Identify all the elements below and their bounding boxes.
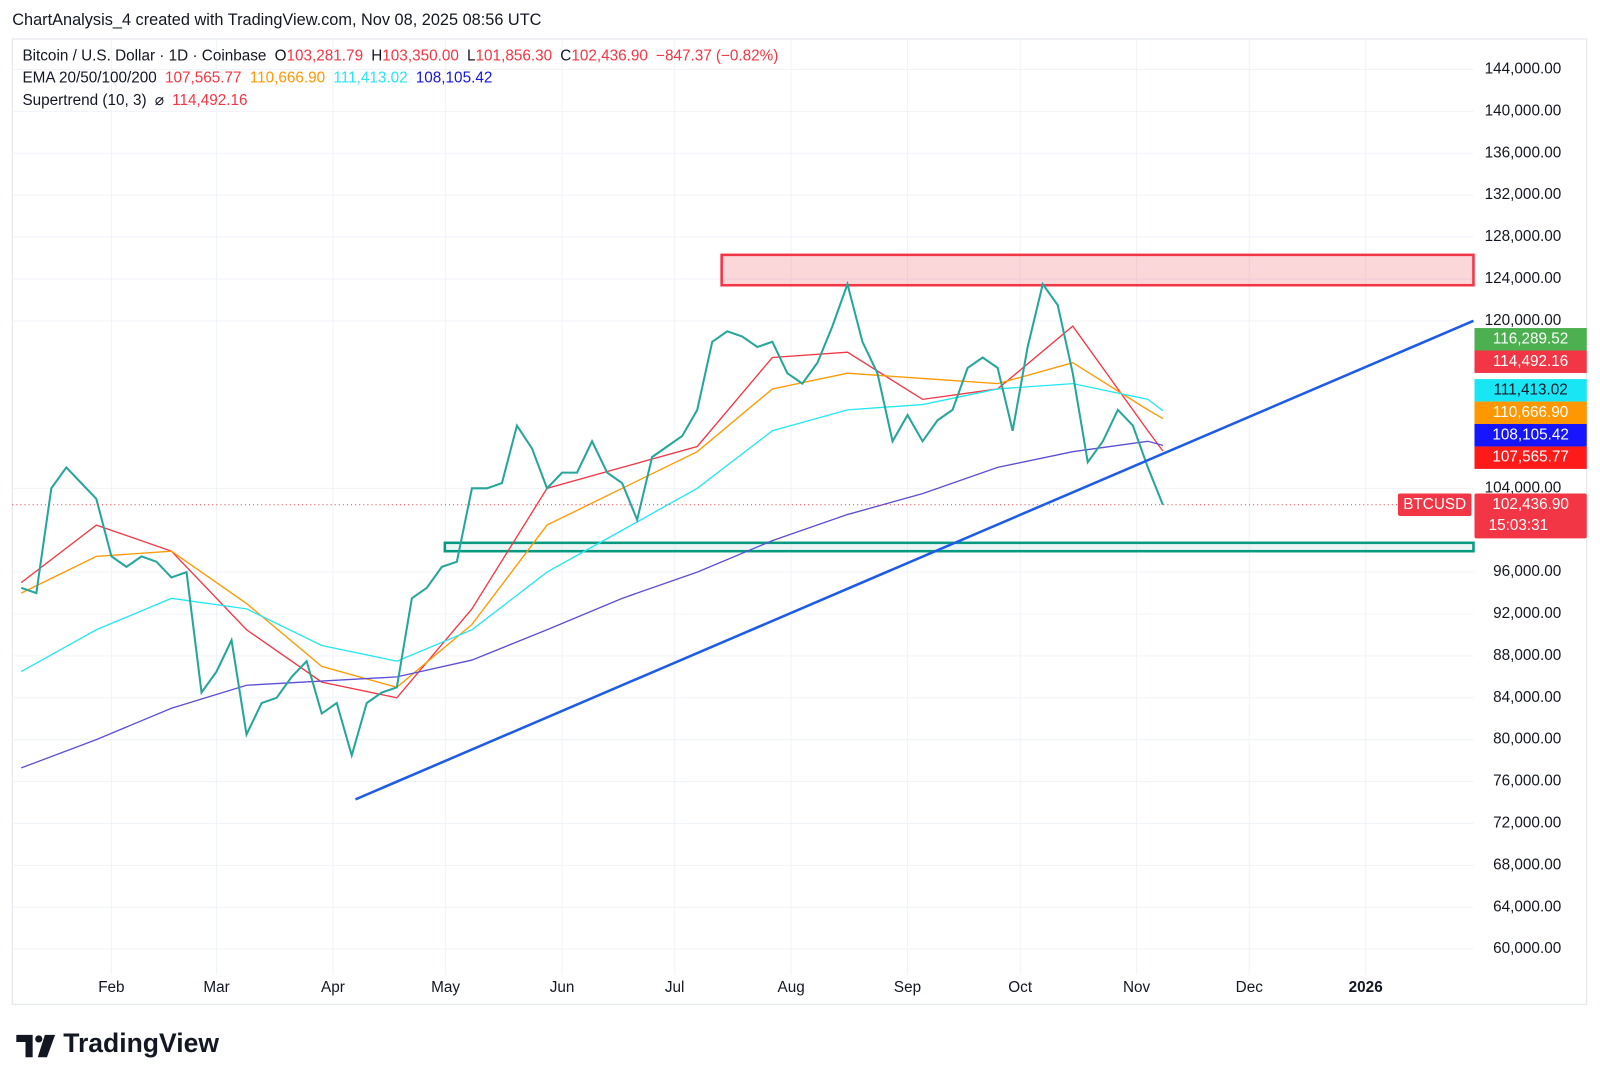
y-tick-label: 124,000.00 bbox=[1485, 270, 1562, 287]
y-tick-label: 68,000.00 bbox=[1493, 856, 1561, 873]
x-tick-label: 2026 bbox=[1349, 979, 1383, 996]
logo-mark bbox=[37, 1034, 56, 1058]
price-tag-label: 108,105.42 bbox=[1492, 426, 1569, 443]
legend-line: Bitcoin / U.S. Dollar · 1D · Coinbase O10… bbox=[22, 47, 778, 64]
y-tick-label: 84,000.00 bbox=[1493, 689, 1561, 706]
ohlc-key: O bbox=[275, 47, 287, 64]
ohlc-key: C bbox=[560, 47, 571, 64]
price-line bbox=[20, 280, 1164, 760]
x-tick-label: Mar bbox=[203, 979, 229, 996]
legend-symbol: Bitcoin / U.S. Dollar · 1D · Coinbase bbox=[22, 47, 266, 64]
ohlc-value: 101,856.30 bbox=[476, 47, 553, 64]
indicator-name: EMA 20/50/100/200 bbox=[22, 70, 156, 87]
indicator-value: 111,413.02 bbox=[333, 70, 407, 87]
price-tag bbox=[1474, 401, 1587, 425]
indicator-name: Supertrend (10, 3) bbox=[22, 92, 146, 109]
countdown-label: 15:03:31 bbox=[1489, 517, 1549, 534]
price-tag-label: 116,289.52 bbox=[1493, 330, 1568, 347]
ohlc-key: H bbox=[371, 47, 382, 64]
y-tick-label: 72,000.00 bbox=[1493, 814, 1561, 831]
resistance-zone bbox=[720, 253, 1475, 287]
ohlc-key: L bbox=[467, 47, 476, 64]
price-tag-label: 111,413.02 bbox=[1493, 381, 1567, 398]
price-tag bbox=[1474, 328, 1587, 351]
y-tick-label: 80,000.00 bbox=[1493, 731, 1561, 748]
x-tick-label: Dec bbox=[1236, 979, 1264, 996]
y-tick-label: 92,000.00 bbox=[1493, 605, 1561, 622]
brand-name: TradingView bbox=[63, 1028, 219, 1058]
y-tick-label: 96,000.00 bbox=[1493, 563, 1561, 580]
change-value: −847.37 bbox=[656, 47, 712, 64]
y-tick-label: 120,000.00 bbox=[1485, 312, 1562, 329]
x-tick-label: Feb bbox=[98, 979, 124, 996]
indicator-value: 107,565.77 bbox=[165, 70, 242, 87]
x-tick-label: May bbox=[431, 979, 460, 996]
x-tick-label: Apr bbox=[321, 979, 345, 996]
y-tick-label: 136,000.00 bbox=[1485, 144, 1562, 161]
last-price-label: 102,436.90 bbox=[1492, 496, 1569, 513]
indicator-value: 108,105.42 bbox=[416, 70, 493, 87]
price-tag-label: 110,666.90 bbox=[1493, 404, 1568, 421]
symbol-label: BTCUSD bbox=[1403, 496, 1466, 513]
ohlc-value: 103,350.00 bbox=[382, 47, 459, 64]
y-tick-label: 88,000.00 bbox=[1493, 647, 1561, 664]
header-text: ChartAnalysis_4 created with TradingView… bbox=[12, 11, 541, 29]
price-tag bbox=[1474, 446, 1587, 469]
x-tick-label: Jun bbox=[550, 979, 575, 996]
brand-logo: TradingView bbox=[16, 1028, 219, 1058]
plot: 60,000.00 64,000.00 68,000.00 72,000.00 76,0… bbox=[12, 38, 1587, 996]
indicator-value: 110,666.90 bbox=[250, 70, 325, 87]
support-zone bbox=[443, 541, 1475, 553]
y-tick-label: 128,000.00 bbox=[1485, 228, 1562, 245]
x-tick-label: Aug bbox=[778, 979, 805, 996]
y-tick-label: 140,000.00 bbox=[1485, 102, 1562, 119]
symbol-tag bbox=[1397, 493, 1472, 516]
y-tick-label: 104,000.00 bbox=[1485, 479, 1562, 496]
legend-line: Supertrend (10, 3) ⌀ 114,492.16 bbox=[22, 92, 247, 109]
ema-line bbox=[20, 325, 1164, 699]
price-tag-label: 114,492.16 bbox=[1493, 353, 1568, 370]
change-percent: (−0.82%) bbox=[716, 47, 779, 64]
price-tag bbox=[1474, 424, 1587, 447]
ema-line bbox=[20, 440, 1164, 769]
y-tick-label: 64,000.00 bbox=[1493, 898, 1561, 915]
y-tick-label: 132,000.00 bbox=[1485, 186, 1562, 203]
x-tick-label: Jul bbox=[665, 979, 685, 996]
logo-mark bbox=[35, 1035, 43, 1043]
y-tick-label: 60,000.00 bbox=[1493, 940, 1561, 957]
last-price-tag bbox=[1474, 493, 1587, 539]
logo-mark bbox=[16, 1034, 33, 1058]
x-tick-label: Oct bbox=[1008, 979, 1033, 996]
x-tick-label: Nov bbox=[1123, 979, 1151, 996]
legend-line: EMA 20/50/100/200 107,565.77 110,666.90 111… bbox=[22, 70, 492, 87]
ohlc-value: 102,436.90 bbox=[571, 47, 648, 64]
ema-line bbox=[20, 382, 1164, 673]
price-tag bbox=[1474, 379, 1587, 402]
y-tick-label: 76,000.00 bbox=[1493, 773, 1561, 790]
indicator-value: 114,492.16 bbox=[172, 92, 247, 109]
y-tick-label: 144,000.00 bbox=[1485, 61, 1562, 78]
ohlc-value: 103,281.79 bbox=[287, 47, 364, 64]
indicator-symbol: ⌀ bbox=[155, 92, 164, 109]
x-tick-label: Sep bbox=[894, 979, 921, 996]
price-tag-label: 107,565.77 bbox=[1492, 449, 1569, 466]
trendline bbox=[354, 319, 1474, 801]
price-tag bbox=[1474, 350, 1587, 373]
